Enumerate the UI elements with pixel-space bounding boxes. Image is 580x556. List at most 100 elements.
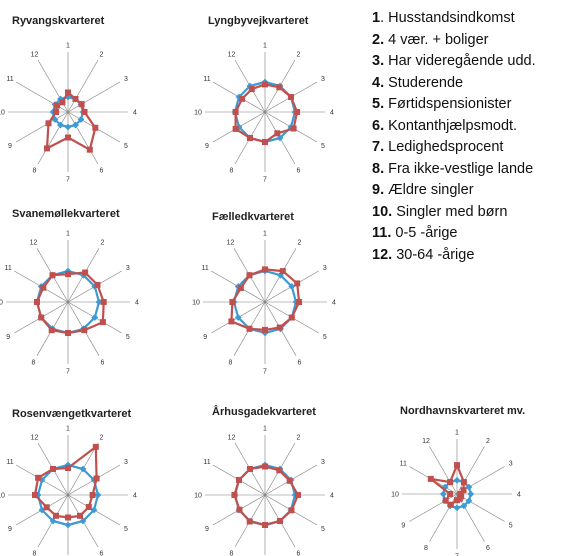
data-point — [34, 299, 40, 305]
axis-label: 10 — [0, 493, 5, 500]
data-point — [236, 506, 243, 513]
axis-label: 7 — [455, 554, 459, 556]
axis-label: 12 — [31, 52, 39, 59]
data-point — [81, 327, 88, 334]
axis-label: 5 — [509, 523, 513, 530]
indicator-legend: 1. Husstandsindkomst 2. 4 vær. + boliger… — [372, 8, 536, 266]
chart-title: Ryvangskvarteret — [12, 15, 105, 27]
axis-label: 1 — [66, 43, 70, 50]
data-point — [261, 329, 269, 337]
axis-spoke — [37, 111, 69, 165]
data-point — [79, 517, 87, 525]
data-point — [94, 491, 102, 499]
axis-label: 6 — [101, 359, 105, 366]
data-point — [72, 121, 79, 129]
data-point — [460, 479, 467, 486]
data-point — [262, 463, 268, 470]
data-point — [465, 497, 473, 505]
data-point — [53, 109, 59, 115]
axis-label: 6 — [100, 168, 104, 175]
data-point — [247, 135, 253, 141]
data-point — [79, 465, 87, 473]
data-point — [276, 84, 283, 91]
axis-label: 4 — [135, 300, 139, 307]
data-point — [288, 283, 296, 290]
data-point — [439, 490, 447, 498]
data-point — [49, 517, 57, 525]
axis-label: 10 — [194, 110, 202, 117]
chart-title: Fælledkvarteret — [212, 211, 294, 223]
axis-label: 11 — [202, 265, 209, 272]
data-point — [262, 326, 268, 333]
data-point — [40, 284, 47, 291]
axis-label: 1 — [455, 430, 459, 437]
data-point — [45, 120, 52, 127]
data-point — [90, 506, 98, 514]
data-point — [57, 121, 64, 129]
data-point — [234, 314, 242, 321]
data-point — [65, 465, 71, 471]
data-point — [231, 492, 238, 498]
axis-label: 3 — [321, 459, 325, 466]
data-point — [77, 116, 85, 123]
data-point — [99, 319, 106, 326]
axis-spoke — [456, 446, 485, 495]
data-point — [246, 518, 253, 525]
data-point — [295, 492, 301, 498]
legend-item-2: 2. 4 vær. + boliger — [372, 31, 489, 48]
axis-label: 7 — [263, 177, 267, 184]
legend-item-8: 8. Fra ikke-vestlige lande — [372, 160, 534, 177]
data-point — [286, 477, 293, 484]
data-point — [279, 268, 286, 275]
data-point — [77, 512, 83, 519]
data-point — [274, 130, 281, 137]
legend-item-6: 6. Kontanthjælpsmodt. — [372, 117, 518, 134]
data-point — [294, 280, 301, 287]
data-point — [239, 95, 246, 102]
axis-label: 11 — [6, 459, 13, 466]
axis-label: 2 — [100, 435, 104, 442]
data-point — [276, 324, 283, 331]
axis-label: 4 — [330, 493, 334, 500]
data-point — [72, 96, 79, 102]
axis-label: 11 — [6, 76, 13, 83]
radar-chart-1: Ryvangskvarteret123456789101112 — [0, 15, 137, 184]
axis-label: 2 — [297, 52, 301, 59]
data-point — [38, 476, 46, 484]
legend-item-9: 9. Ældre singler — [372, 182, 474, 198]
data-point — [50, 466, 56, 472]
axis-label: 8 — [32, 359, 36, 366]
data-point — [236, 477, 242, 483]
axis-label: 12 — [31, 435, 39, 442]
axis-label: 11 — [203, 76, 210, 83]
data-point — [54, 102, 60, 109]
data-point — [89, 492, 96, 498]
data-point — [467, 490, 475, 498]
data-point — [296, 299, 303, 305]
data-point — [246, 325, 253, 332]
data-point — [447, 491, 454, 497]
axis-label: 8 — [230, 168, 234, 175]
axis-spoke — [409, 493, 458, 522]
axis-label: 12 — [228, 52, 236, 59]
chart-title: Århusgadekvarteret — [212, 405, 316, 418]
data-point — [453, 504, 461, 512]
data-point — [465, 483, 473, 491]
axis-label: 3 — [323, 265, 327, 272]
axis-spoke — [456, 493, 485, 542]
data-point — [447, 479, 454, 486]
axis-spoke — [429, 446, 458, 495]
chart-title: Svanemøllekvarteret — [12, 208, 120, 220]
axis-label: 10 — [0, 300, 3, 307]
axis-label: 11 — [5, 265, 12, 272]
axis-spoke — [67, 111, 99, 165]
axis-label: 12 — [422, 438, 430, 445]
data-point — [81, 109, 88, 115]
axis-label: 3 — [321, 76, 325, 83]
axis-label: 1 — [263, 231, 267, 238]
axis-spoke — [456, 493, 505, 522]
data-point — [91, 314, 99, 321]
data-point — [235, 123, 243, 131]
